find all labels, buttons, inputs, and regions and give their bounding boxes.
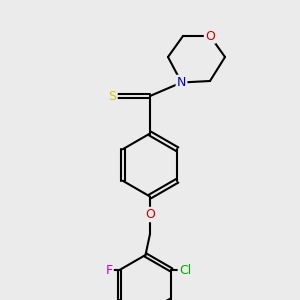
Text: O: O — [145, 208, 155, 221]
Text: N: N — [177, 76, 186, 89]
Text: S: S — [109, 89, 116, 103]
Text: F: F — [106, 263, 112, 277]
Text: Cl: Cl — [179, 263, 191, 277]
Text: O: O — [205, 29, 215, 43]
